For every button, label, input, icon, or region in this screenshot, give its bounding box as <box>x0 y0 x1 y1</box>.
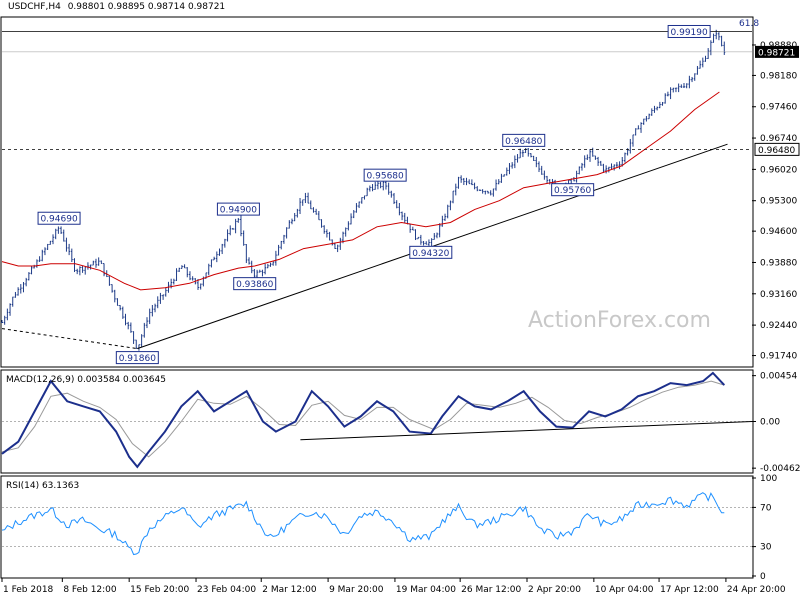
price-ytick-label: 0.93880 <box>760 258 797 268</box>
price-label-box <box>667 24 711 38</box>
price-ytick-label: 0.98180 <box>760 71 797 81</box>
price-label: 0.94690 <box>40 215 77 225</box>
axis-layer: 0.988800.981800.974600.967400.960200.953… <box>1 41 800 595</box>
chart-header: USDCHF,H4 0.98801 0.98895 0.98714 0.9872… <box>8 2 225 12</box>
price-label-box <box>363 168 407 182</box>
price-layer: 0.94690 0.91860 0.94900 0.93860 0.95680 0.943… <box>1 24 752 365</box>
price-ytick-label: 0.93160 <box>760 290 797 300</box>
rsi-line <box>1 492 725 556</box>
current-price-box <box>755 45 799 58</box>
price-label-box <box>115 351 159 365</box>
rsi-ytick-label: 100 <box>760 474 777 484</box>
price-label-box <box>233 277 277 291</box>
xtick-label: 19 Mar 04:00 <box>396 585 456 595</box>
level-axis-label: 0.96480 <box>758 146 795 156</box>
macd-trendline <box>300 421 753 441</box>
price-label: 0.95680 <box>367 172 404 182</box>
watermark: ActionForex.com <box>528 308 711 333</box>
price-panel-frame <box>0 16 754 368</box>
macd-layer <box>1 371 753 469</box>
rsi-ytick-label: 30 <box>760 543 772 553</box>
rsi-title: RSI(14) 63.1363 <box>6 481 79 491</box>
current-price-label: 0.98721 <box>758 48 795 58</box>
xtick-label: 2 Apr 20:00 <box>528 585 581 595</box>
macd-main-line <box>1 371 726 469</box>
xtick-label: 8 Feb 12:00 <box>63 585 117 595</box>
price-label-box <box>37 211 81 225</box>
moving-average-line <box>1 91 720 291</box>
xtick-label: 23 Feb 04:00 <box>197 585 256 595</box>
fib-label: 61.8 <box>739 19 759 29</box>
price-label: 0.94320 <box>412 249 449 259</box>
price-label-box <box>502 133 546 147</box>
price-label-box <box>216 202 260 216</box>
price-ytick-label: 0.96740 <box>760 134 797 144</box>
price-ytick-label: 0.95300 <box>760 197 797 207</box>
price-label: 0.94900 <box>220 206 257 216</box>
xtick-label: 24 Apr 20:00 <box>727 585 786 595</box>
price-ytick-label: 0.94600 <box>760 227 797 237</box>
price-ytick-label: 0.92440 <box>760 321 797 331</box>
xtick-label: 10 Apr 04:00 <box>595 585 654 595</box>
price-label: 0.95760 <box>554 186 591 196</box>
xtick-label: 1 Feb 2018 <box>3 585 54 595</box>
macd-panel-frame <box>0 369 754 474</box>
xtick-label: 9 Mar 20:00 <box>329 585 384 595</box>
price-label: 0.91860 <box>119 354 156 364</box>
price-ytick-label: 0.91740 <box>760 352 797 362</box>
rsi-panel-frame <box>0 475 754 579</box>
xtick-label: 17 Apr 12:00 <box>660 585 719 595</box>
price-ytick-label: 0.97460 <box>760 103 797 113</box>
price-label: 0.93860 <box>236 280 273 290</box>
macd-title: MACD(12,26,9) 0.003584 0.003645 <box>6 375 166 385</box>
rsi-ytick-label: 0 <box>760 572 766 582</box>
macd-ytick-label: 0.00 <box>760 418 780 428</box>
price-label-box <box>551 183 595 197</box>
rsi-layer <box>1 492 752 556</box>
price-trendline <box>1 328 138 350</box>
rsi-ytick-label: 70 <box>760 503 772 513</box>
ohlc-values: 0.98801 0.98895 0.98714 0.98721 <box>67 2 226 12</box>
xtick-label: 15 Feb 20:00 <box>130 585 189 595</box>
xtick-label: 2 Mar 12:00 <box>262 585 317 595</box>
level-axis-box <box>754 142 800 156</box>
price-label: 0.96480 <box>505 137 542 147</box>
price-ytick-label: 0.96020 <box>760 165 797 175</box>
symbol-timeframe: USDCHF,H4 <box>8 2 61 12</box>
price-label-box <box>409 245 453 259</box>
price-label: 0.99190 <box>671 28 708 38</box>
macd-ytick-label: 0.00454 <box>760 372 797 382</box>
xtick-label: 26 Mar 12:00 <box>461 585 521 595</box>
macd-ytick-label: -0.00462 <box>760 464 800 474</box>
